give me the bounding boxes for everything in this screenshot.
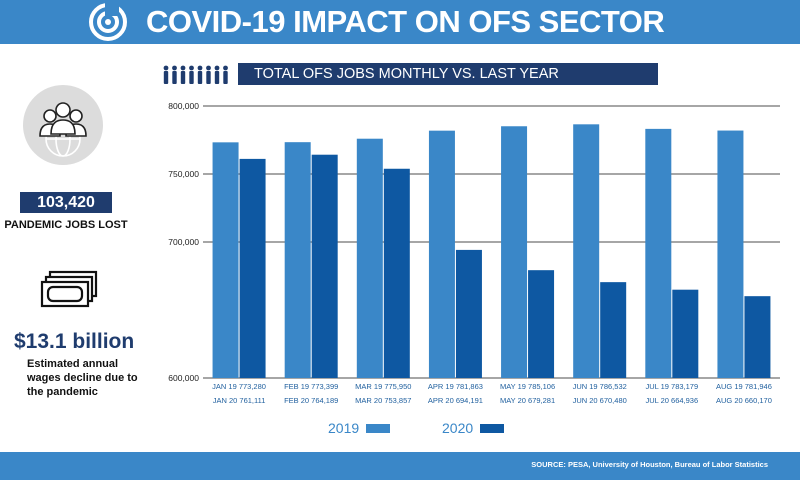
category-label: APR 20 694,191	[428, 396, 483, 405]
bar-2020-jan	[239, 158, 266, 378]
legend-label-2020: 2020	[442, 420, 473, 436]
bar-2020-feb	[311, 154, 338, 378]
bar-2019-feb	[284, 142, 311, 378]
bar-2020-aug	[744, 296, 771, 378]
bar-2020-mar	[383, 168, 410, 378]
wages-decline-label: Estimated annual wages decline due to th…	[27, 358, 138, 398]
chart-title: TOTAL OFS JOBS MONTHLY VS. LAST YEAR	[238, 63, 658, 85]
bar-2019-mar	[356, 138, 383, 378]
source-text: SOURCE: PESA, University of Houston, Bur…	[531, 460, 768, 469]
y-tick-label: 700,000	[168, 237, 199, 247]
category-label: MAY 19 785,106	[500, 382, 555, 391]
page-title: COVID-19 IMPACT ON OFS SECTOR	[146, 4, 665, 39]
bar-2020-apr	[455, 249, 482, 378]
bar-2019-jan	[212, 142, 239, 378]
jobs-lost-value: 103,420	[20, 192, 112, 213]
jobs-bar-chart: 600,000 700,000 750,000 800,000 JAN 19 773,2…	[168, 101, 780, 436]
bar-2019-aug	[717, 130, 744, 378]
y-tick-label: 750,000	[168, 169, 199, 179]
category-label: FEB 19 773,399	[284, 382, 338, 391]
bar-2019-apr	[428, 130, 455, 378]
wages-decline-value: $13.1 billion	[14, 330, 135, 353]
category-label: AUG 20 660,170	[716, 396, 772, 405]
legend-swatch-2019	[366, 424, 390, 433]
category-label: JUN 20 670,480	[573, 396, 627, 405]
people-row-icon	[163, 65, 228, 84]
category-label: JAN 20 761,111	[213, 396, 266, 405]
legend-label-2019: 2019	[328, 420, 359, 436]
legend-swatch-2020	[480, 424, 504, 433]
header-banner: COVID-19 IMPACT ON OFS SECTOR	[0, 0, 800, 44]
category-label: AUG 19 781,946	[716, 382, 772, 391]
workers-globe-icon	[23, 85, 103, 165]
bar-2020-may	[528, 270, 555, 378]
category-label: MAY 20 679,281	[500, 396, 555, 405]
bar-2019-jun	[573, 124, 600, 378]
category-label: FEB 20 764,189	[284, 396, 338, 405]
bar-2020-jul	[672, 289, 699, 378]
bar-2019-may	[501, 126, 528, 378]
category-label: JUN 19 786,532	[573, 382, 627, 391]
bar-2019-jul	[645, 128, 672, 378]
money-bill-icon	[40, 270, 98, 308]
bar-2020-jun	[600, 282, 627, 378]
category-label: JAN 19 773,280	[212, 382, 266, 391]
category-label: MAR 20 753,857	[355, 396, 411, 405]
footer-bar: SOURCE: PESA, University of Houston, Bur…	[0, 452, 800, 480]
logo-icon	[89, 2, 127, 41]
category-label: MAR 19 775,950	[355, 382, 411, 391]
y-tick-label: 800,000	[168, 101, 199, 111]
y-tick-label: 600,000	[168, 373, 199, 383]
category-label: JUL 20 664,936	[645, 396, 698, 405]
category-label: JUL 19 783,179	[645, 382, 698, 391]
category-label: APR 19 781,863	[428, 382, 483, 391]
jobs-lost-label: PANDEMIC JOBS LOST	[4, 219, 128, 231]
